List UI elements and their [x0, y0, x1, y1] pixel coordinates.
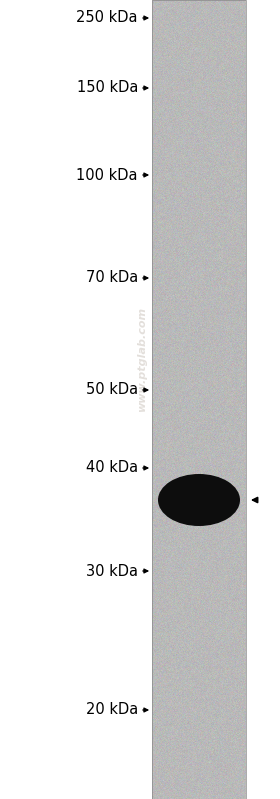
- Text: 70 kDa: 70 kDa: [86, 271, 138, 285]
- Text: 250 kDa: 250 kDa: [76, 10, 138, 26]
- Text: 40 kDa: 40 kDa: [86, 460, 138, 475]
- Text: 20 kDa: 20 kDa: [86, 702, 138, 718]
- Text: 100 kDa: 100 kDa: [76, 168, 138, 182]
- Ellipse shape: [158, 474, 240, 526]
- Text: 50 kDa: 50 kDa: [86, 383, 138, 397]
- Text: 30 kDa: 30 kDa: [86, 563, 138, 578]
- Bar: [152, 0, 246, 799]
- Text: 150 kDa: 150 kDa: [77, 81, 138, 96]
- Text: www.ptglab.com: www.ptglab.com: [137, 307, 147, 412]
